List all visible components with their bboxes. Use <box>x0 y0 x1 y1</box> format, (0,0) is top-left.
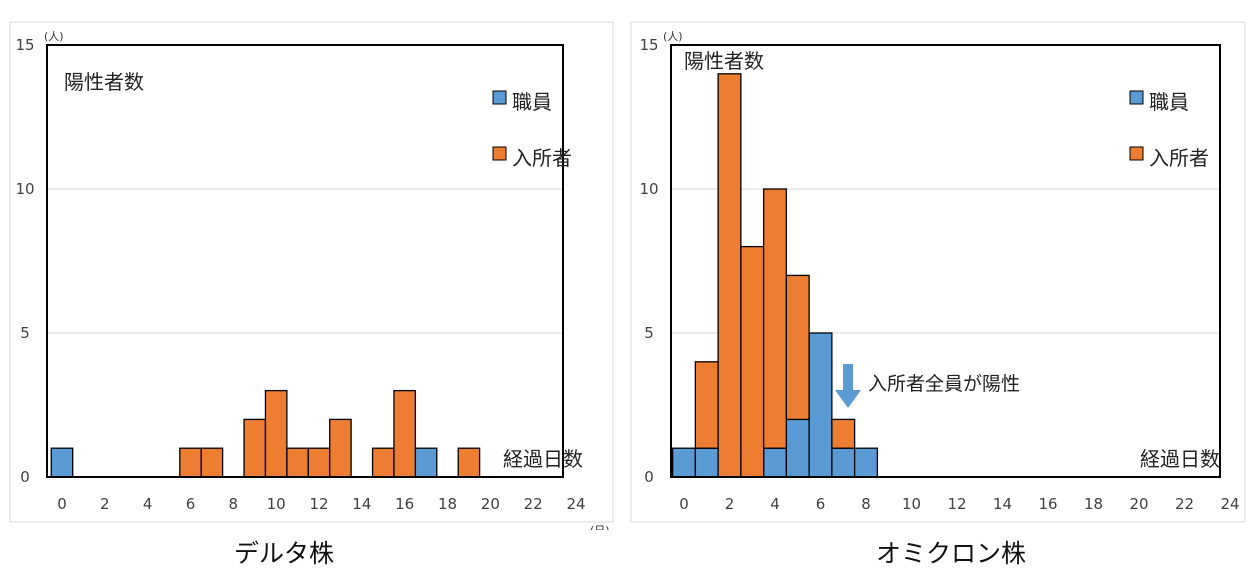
panel1-x-tick-label: 22 <box>524 495 543 513</box>
panel1-bar-resident <box>329 418 352 478</box>
panel1-y-tick-label: 15 <box>15 36 34 54</box>
panel2-plot-frame <box>670 44 1221 478</box>
panel1-x-tick-label: 4 <box>143 495 153 513</box>
panel1-x-tick-label: 2 <box>100 495 110 513</box>
panel2-x-tick-label: 18 <box>1084 495 1103 513</box>
panel2-x-axis-label: 経過日数 <box>1140 447 1220 471</box>
panel2-bar-staff <box>694 447 719 478</box>
panel2-x-tick-label: 24 <box>1220 495 1239 513</box>
panel2-x-tick-label: 4 <box>770 495 780 513</box>
panel2-legend-label-staff: 職員 <box>1149 90 1189 114</box>
panel2-x-tick-label: 22 <box>1175 495 1194 513</box>
panel1-x-tick-label: 14 <box>352 495 371 513</box>
panel1-y-unit-label: (人) <box>44 30 64 43</box>
panel1-x-tick-label: 0 <box>57 495 67 513</box>
panel1-bar-resident <box>179 447 202 478</box>
panel1-bar-staff <box>414 447 438 478</box>
panel2-x-tick-label: 10 <box>902 495 921 513</box>
down-arrow-shape <box>835 364 861 408</box>
panel2-x-tick-label: 16 <box>1038 495 1057 513</box>
panel2-legend-label-resident: 入所者 <box>1149 146 1209 170</box>
panel2-bar-staff <box>762 447 788 478</box>
panel1-bar-resident <box>457 447 481 478</box>
panel1-y-tick-label: 10 <box>15 180 34 198</box>
panel2-bar-resident <box>717 73 742 478</box>
panel2-legend-swatch-staff <box>1129 90 1144 105</box>
panel2-bar-resident <box>740 245 765 478</box>
panel1-x-unit-label: (日) <box>590 524 610 530</box>
panel2-x-tick-label: 20 <box>1129 495 1148 513</box>
panel1-x-tick-label: 18 <box>438 495 457 513</box>
panel2-bar-staff <box>831 447 856 478</box>
panel1-x-tick-label: 10 <box>267 495 286 513</box>
panel1-bar-resident <box>393 389 417 478</box>
panel2-y-unit-label: (人) <box>663 30 683 43</box>
panel1-bar-resident <box>371 447 395 478</box>
chart-canvas: 051015024681012141618202224陽性者数経過日数(人)(日… <box>9 21 1246 530</box>
panel1-bar-resident <box>243 418 267 478</box>
panel1-x-tick-label: 16 <box>395 495 414 513</box>
panel1-bar-resident <box>264 389 288 478</box>
panel2-x-tick-label: 2 <box>725 495 735 513</box>
panel2-bar-staff <box>671 447 697 478</box>
panel2-x-tick-label: 0 <box>679 495 689 513</box>
panel1-plot-frame <box>46 44 564 478</box>
panel1-x-axis-label: 経過日数 <box>503 447 583 471</box>
panel1-chart-area <box>9 21 614 523</box>
panel1-y-tick-label: 5 <box>20 324 30 342</box>
panel2-chart-title: 陽性者数 <box>684 49 764 73</box>
omicron-strain-caption: オミクロン株 <box>876 539 1027 568</box>
panel2-x-tick-label: 6 <box>816 495 826 513</box>
panel1-chart-title: 陽性者数 <box>64 70 144 94</box>
delta-strain-caption: デルタ株 <box>234 539 335 568</box>
panel1-bar-staff <box>50 447 74 478</box>
panel2-y-tick-label: 15 <box>639 36 658 54</box>
panel1-x-tick-label: 8 <box>229 495 239 513</box>
panel2-bar-staff <box>808 332 833 478</box>
panel1-x-tick-label: 12 <box>309 495 328 513</box>
panel1-x-tick-label: 20 <box>481 495 500 513</box>
panel1-legend-swatch-resident <box>492 146 507 161</box>
panel1-bar-resident <box>307 447 331 478</box>
panel2-x-tick-label: 14 <box>993 495 1012 513</box>
panel2-x-tick-label: 12 <box>947 495 966 513</box>
panel1-legend-swatch-staff <box>492 90 507 105</box>
panel2-bar-resident <box>762 188 788 449</box>
panel2-legend-swatch-resident <box>1129 146 1144 161</box>
panel2-x-tick-label: 8 <box>861 495 871 513</box>
panel1-bar-resident <box>200 447 224 478</box>
down-arrow-icon <box>835 364 861 408</box>
panel1-y-tick-label: 0 <box>20 468 30 486</box>
panel2-y-tick-label: 5 <box>644 324 654 342</box>
panel1-legend-label-resident: 入所者 <box>512 146 572 170</box>
panel2-bar-staff <box>785 418 810 478</box>
panel2-annotation-text: 入所者全員が陽性 <box>868 373 1020 395</box>
panel1-bar-resident <box>286 447 309 478</box>
panel2-bar-staff <box>853 447 879 478</box>
panel2-bar-resident <box>694 361 719 449</box>
panel2-y-tick-label: 10 <box>639 180 658 198</box>
panel2-y-tick-label: 0 <box>644 468 654 486</box>
panel1-x-tick-label: 24 <box>566 495 585 513</box>
panel1-legend-label-staff: 職員 <box>512 90 552 114</box>
panel2-bar-resident <box>831 418 856 449</box>
panel1-x-tick-label: 6 <box>186 495 196 513</box>
panel2-bar-resident <box>785 274 810 421</box>
